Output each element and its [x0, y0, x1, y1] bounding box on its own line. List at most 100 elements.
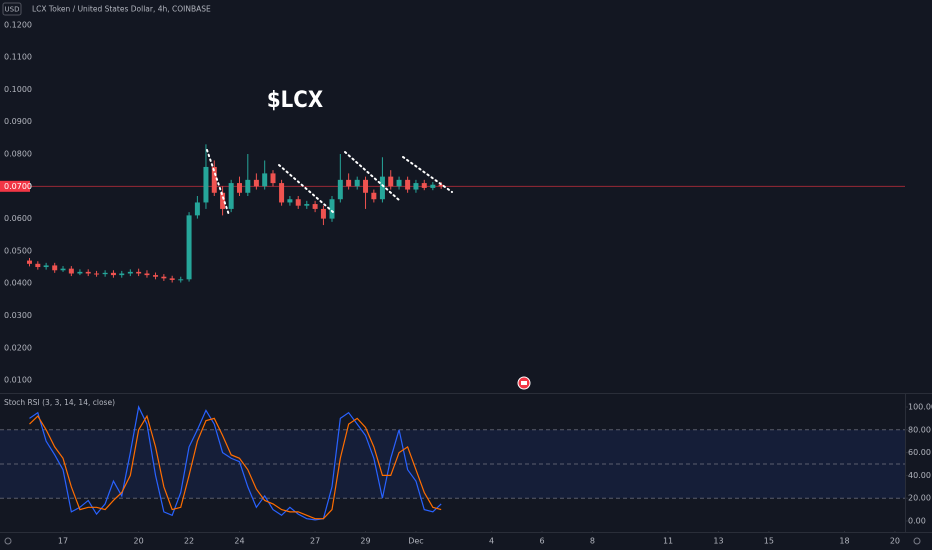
x-tick-label: 20 — [890, 537, 900, 546]
candle-body — [169, 278, 175, 280]
y-tick-label: 0.1200 — [4, 20, 32, 29]
stoch-line — [29, 414, 442, 520]
candle-body — [279, 183, 285, 203]
x-tick-label: 11 — [663, 537, 673, 546]
x-tick-label: 8 — [590, 537, 595, 546]
candle-body — [220, 192, 226, 209]
candle-body — [186, 215, 192, 280]
x-tick-label: Dec — [408, 537, 423, 546]
y-tick-label: 0.0500 — [4, 246, 32, 255]
annotation: $LCX — [267, 88, 323, 113]
candle-body — [144, 273, 150, 276]
candle-body — [236, 183, 242, 193]
y-tick-label: 0.0600 — [4, 214, 32, 223]
chart-title: LCX Token / United States Dollar, 4h, CO… — [32, 5, 211, 14]
candle-body — [228, 183, 234, 209]
currency: USD — [5, 6, 20, 14]
x-tick-label: 17 — [58, 537, 68, 546]
plot: 0.1200 0.1100 0.1000 0.0900 0.0800 0.0700 0.06… — [0, 20, 932, 546]
x-tick-label: 4 — [489, 537, 494, 546]
candle-body — [287, 199, 293, 203]
candle-body — [110, 272, 116, 276]
goto-button[interactable] — [4, 537, 12, 545]
y-tick-label: 0.0400 — [4, 279, 32, 288]
x-tick-label: 15 — [764, 537, 774, 546]
candle-body — [43, 265, 49, 268]
candle-body — [77, 271, 83, 274]
y-tick-label: 0.0300 — [4, 311, 32, 320]
candle-body — [304, 204, 310, 206]
candle-body — [245, 179, 251, 193]
x-tick-label: 13 — [713, 537, 723, 546]
stoch-tick-label: 40.00 — [908, 471, 931, 480]
candle-body — [379, 176, 385, 200]
candle-body — [295, 199, 301, 206]
x-tick-label: 20 — [134, 537, 144, 546]
y-tick-label: 0.1100 — [4, 53, 32, 62]
candle-body — [52, 265, 58, 271]
candle-body — [26, 260, 32, 264]
candle-body — [438, 184, 444, 187]
candle-body — [85, 271, 91, 274]
candle-body — [211, 166, 217, 193]
candle-body — [194, 202, 200, 216]
trend-line — [402, 156, 453, 193]
candle-body — [119, 273, 125, 276]
corner-buttons — [4, 537, 921, 545]
candle-body — [60, 268, 66, 271]
settings-button[interactable] — [913, 537, 921, 545]
trend-lines — [206, 149, 453, 216]
candle-body — [161, 276, 167, 279]
trend-line — [344, 151, 400, 201]
candle-body — [363, 179, 369, 193]
x-tick-label: 29 — [360, 537, 370, 546]
candle-body — [178, 279, 184, 281]
x-tick-label: 18 — [839, 537, 849, 546]
y-tick-label: 0.0800 — [4, 150, 32, 159]
x-tick-label: 24 — [234, 537, 244, 546]
candle-body — [153, 275, 159, 277]
stoch-title: Stoch RSI (3, 3, 14, 14, close) — [4, 398, 115, 407]
x-tick-label: 27 — [310, 537, 320, 546]
candle-body — [413, 183, 419, 190]
candle-body — [203, 166, 209, 203]
y-tick-label: 0.1000 — [4, 85, 32, 94]
x-tick-label: 6 — [539, 537, 544, 546]
stoch-tick-label: 20.00 — [908, 494, 931, 503]
candle-body — [405, 179, 411, 190]
y-tick-label: 0.0900 — [4, 117, 32, 126]
candle-body — [102, 272, 108, 275]
candle-body — [68, 268, 74, 274]
candle-body — [136, 271, 142, 274]
candle-body — [262, 173, 268, 187]
event-glyph — [521, 381, 527, 385]
stoch-tick-label: 100.00 — [908, 402, 932, 411]
candle-body — [354, 179, 360, 187]
header: USD LCX Token / United States Dollar, 4h… — [2, 2, 211, 16]
candle-body — [127, 271, 133, 274]
currency-box — [2, 2, 22, 16]
candle-body — [396, 179, 402, 187]
candle-body — [346, 179, 352, 187]
candle-body — [337, 179, 343, 200]
stoch-line — [29, 405, 442, 521]
candle-body — [430, 184, 436, 188]
trend-line — [206, 149, 230, 216]
trend-line — [278, 164, 334, 213]
event-icon[interactable] — [517, 376, 531, 390]
stoch-tick-label: 60.00 — [908, 448, 931, 457]
stoch-tick-label: 0.00 — [908, 516, 926, 525]
stoch-tick-label: 80.00 — [908, 425, 931, 434]
candle-body — [421, 183, 427, 188]
candle-body — [320, 208, 326, 219]
last-price-box — [0, 180, 30, 192]
candle-body — [371, 192, 377, 200]
y-tick-label: 0.0100 — [4, 376, 32, 385]
candle-body — [329, 199, 335, 219]
candle-body — [312, 204, 318, 209]
candle-body — [94, 273, 100, 275]
last-price-label: 0.0700 — [4, 182, 32, 191]
candle-body — [388, 176, 394, 187]
